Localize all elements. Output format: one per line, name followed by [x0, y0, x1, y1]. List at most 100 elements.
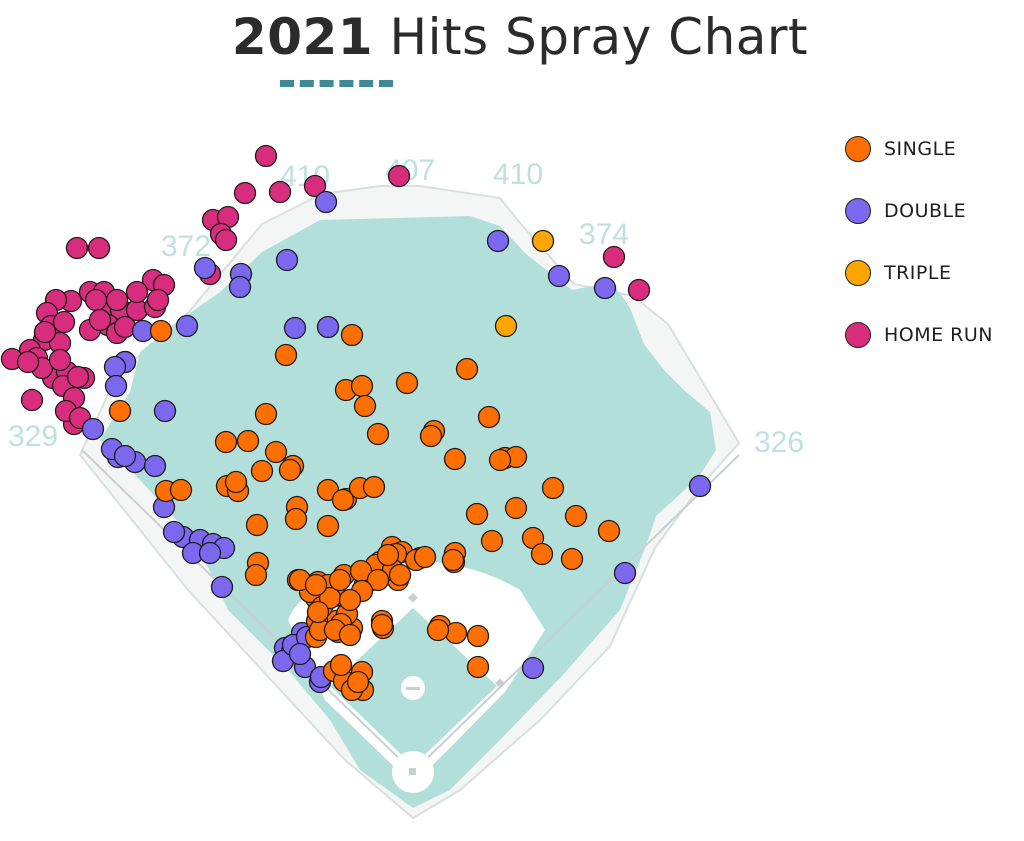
single-marker [426, 618, 450, 642]
single-marker [466, 624, 490, 648]
single-marker [443, 447, 467, 471]
chart-title: 2021 Hits Spray Chart [0, 8, 1024, 66]
triple-swatch [845, 260, 871, 286]
single-swatch [845, 136, 871, 162]
single-marker [224, 470, 248, 494]
home-run-marker [125, 280, 149, 304]
single-marker [340, 323, 364, 347]
single-marker [346, 670, 370, 694]
double-marker [547, 264, 571, 288]
single-marker [488, 448, 512, 472]
home-run-marker [33, 320, 57, 344]
title-underline [280, 80, 393, 87]
home-run-marker [88, 308, 112, 332]
single-marker [597, 519, 621, 543]
legend: SINGLE DOUBLE TRIPLE HOME RUN [845, 118, 993, 366]
legend-item-single: SINGLE [845, 118, 993, 180]
double-swatch [845, 198, 871, 224]
single-marker [328, 568, 352, 592]
single-marker [244, 563, 268, 587]
single-marker [278, 458, 302, 482]
single-marker [236, 429, 260, 453]
title-text: Hits Spray Chart [373, 8, 809, 66]
legend-label: DOUBLE [884, 200, 967, 222]
single-marker [331, 488, 355, 512]
left-foul-line [81, 449, 414, 773]
single-marker [316, 514, 340, 538]
single-marker [504, 496, 528, 520]
single-marker [370, 613, 394, 637]
double-marker [175, 314, 199, 338]
double-marker [314, 190, 338, 214]
single-marker [338, 588, 362, 612]
single-marker [274, 343, 298, 367]
single-marker [264, 440, 288, 464]
single-marker [254, 402, 278, 426]
double-marker [193, 256, 217, 280]
distance-label-326: 326 [754, 426, 804, 459]
double-marker [153, 399, 177, 423]
distance-label-329: 329 [8, 420, 58, 453]
home-run-swatch [845, 322, 871, 348]
home-run-marker [233, 181, 257, 205]
double-marker [283, 316, 307, 340]
home-run-marker [87, 236, 111, 260]
single-marker [441, 548, 465, 572]
home-run-marker [20, 388, 44, 412]
single-marker [245, 513, 269, 537]
single-marker [366, 568, 390, 592]
double-marker [688, 474, 712, 498]
home-run-marker [66, 365, 90, 389]
single-marker [388, 563, 412, 587]
single-marker [560, 547, 584, 571]
single-marker [530, 542, 554, 566]
single-marker [376, 543, 400, 567]
single-marker [564, 504, 588, 528]
double-marker [613, 561, 637, 585]
single-marker [362, 475, 386, 499]
home-run-marker [48, 348, 72, 372]
home-run-marker [254, 144, 278, 168]
legend-label: SINGLE [884, 138, 957, 160]
home-run-marker [627, 278, 651, 302]
double-marker [593, 276, 617, 300]
double-marker [486, 229, 510, 253]
home-run-marker [387, 164, 411, 188]
single-marker [350, 374, 374, 398]
single-marker [480, 529, 504, 553]
home-run-marker [105, 288, 129, 312]
single-marker [250, 459, 274, 483]
single-marker [214, 430, 238, 454]
double-marker [198, 541, 222, 565]
single-marker [541, 476, 565, 500]
right-foul-line [412, 454, 740, 773]
single-marker [149, 319, 173, 343]
home-run-marker [113, 315, 137, 339]
single-marker [304, 573, 328, 597]
home-run-marker [146, 288, 170, 312]
single-marker [466, 655, 490, 679]
single-marker [366, 422, 390, 446]
double-marker [81, 417, 105, 441]
distance-label-374: 374 [579, 218, 629, 251]
double-marker [316, 315, 340, 339]
single-marker [477, 405, 501, 429]
double-marker [143, 454, 167, 478]
triple-marker [531, 229, 555, 253]
single-marker [395, 371, 419, 395]
legend-label: TRIPLE [884, 262, 952, 284]
pitching-rubber [406, 687, 420, 690]
home-run-marker [65, 236, 89, 260]
legend-item-double: DOUBLE [845, 180, 993, 242]
single-marker [284, 507, 308, 531]
triple-marker [494, 314, 518, 338]
title-year: 2021 [231, 8, 374, 66]
single-marker [413, 545, 437, 569]
home-plate [409, 768, 416, 775]
single-marker [455, 357, 479, 381]
double-marker [228, 275, 252, 299]
legend-item-triple: TRIPLE [845, 242, 993, 304]
home-run-marker [84, 288, 108, 312]
home-run-marker [52, 310, 76, 334]
